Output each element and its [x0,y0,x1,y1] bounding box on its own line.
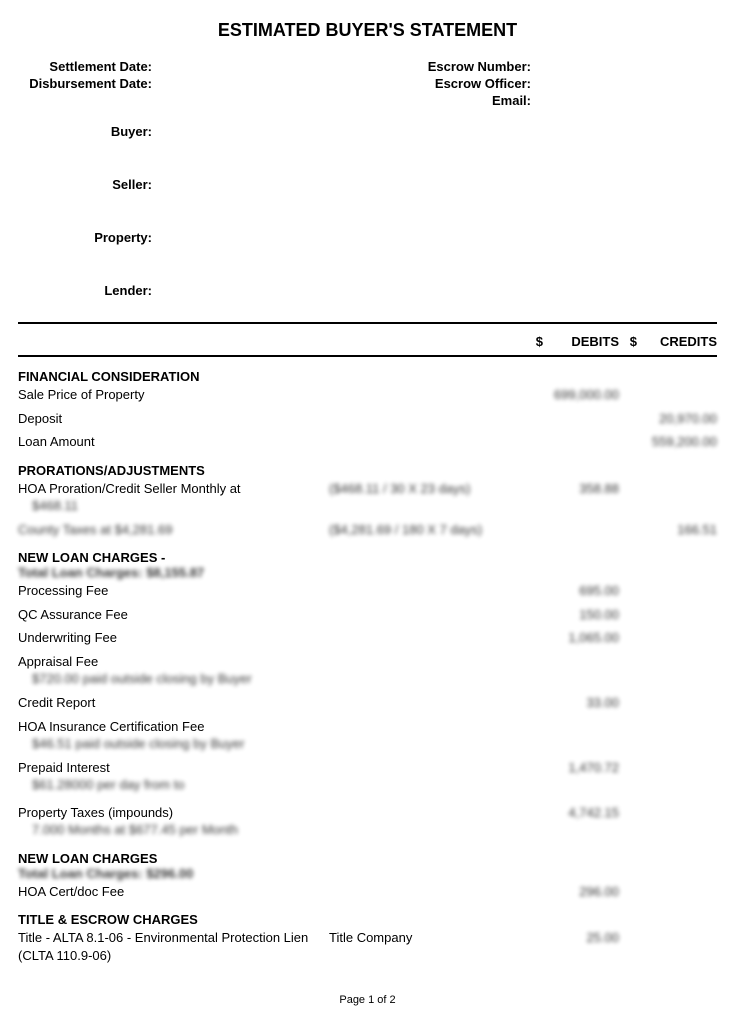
escrow-number-label: Escrow Number: [407,59,537,74]
hoa-proration-mid: ($468.11 / 30 X 23 days) [329,481,470,496]
appraisal-fee-label: Appraisal Fee [18,654,98,669]
property-taxes-sub: 7.000 Months at $677.45 per Month [32,822,238,837]
line-sale-price: Sale Price of Property 699,000.00 [18,386,717,404]
header-block: Settlement Date: Disbursement Date: Escr… [18,59,717,110]
deposit-label: Deposit [18,410,329,428]
loan-amount-credit: 559,200.00 [623,433,717,451]
hoa-cert-fee-label: HOA Cert/doc Fee [18,883,329,901]
property-label: Property: [18,230,158,245]
lender-label: Lender: [18,283,158,298]
prepaid-interest-sub: $61.28000 per day from to [32,777,185,792]
line-hoa-proration: HOA Proration/Credit Seller Monthly at $… [18,480,717,515]
underwriting-fee-label: Underwriting Fee [18,629,329,647]
county-taxes-mid: ($4,281.69 / 180 X 7 days) [329,522,482,537]
rule-under-heads [18,355,717,357]
credit-sym: $ [623,334,637,349]
county-taxes-credit: 166.51 [623,521,717,539]
line-county-taxes: County Taxes at $4,281.69 ($4,281.69 / 1… [18,521,717,539]
title-alta-debit: 25.00 [529,929,623,947]
section-new-loan-2: NEW LOAN CHARGES Total Loan Charges: $29… [18,851,717,881]
line-loan-amount: Loan Amount 559,200.00 [18,433,717,451]
line-hoa-cert-fee: HOA Cert/doc Fee 296.00 [18,883,717,901]
title-alta-mid: Title Company [329,929,529,947]
section-prorations: PRORATIONS/ADJUSTMENTS [18,463,717,478]
header-right: Escrow Number: Escrow Officer: Email: [407,59,537,110]
processing-fee-debit: 695.00 [529,582,623,600]
debits-header: DEBITS [543,334,623,349]
line-qc-fee: QC Assurance Fee 150.00 [18,606,717,624]
sale-price-label: Sale Price of Property [18,386,329,404]
page-footer: Page 1 of 2 [18,994,717,1006]
credit-report-label: Credit Report [18,694,329,712]
line-hoa-insurance: HOA Insurance Certification Fee $46.51 p… [18,718,717,753]
seller-label: Seller: [18,177,158,192]
line-prepaid-interest: Prepaid Interest $61.28000 per day from … [18,759,717,794]
email-label: Email: [407,93,537,108]
document-title: ESTIMATED BUYER'S STATEMENT [18,20,717,41]
hoa-cert-fee-debit: 296.00 [529,883,623,901]
hoa-insurance-label: HOA Insurance Certification Fee [18,719,204,734]
qc-fee-label: QC Assurance Fee [18,606,329,624]
nlc1-head1: NEW LOAN CHARGES - [18,550,717,565]
credits-header: CREDITS [637,334,717,349]
line-appraisal-fee: Appraisal Fee $720.00 paid outside closi… [18,653,717,688]
line-underwriting-fee: Underwriting Fee 1,065.00 [18,629,717,647]
line-processing-fee: Processing Fee 695.00 [18,582,717,600]
credit-report-debit: 33.00 [529,694,623,712]
hoa-proration-debit: 358.88 [529,480,623,498]
qc-fee-debit: 150.00 [529,606,623,624]
line-credit-report: Credit Report 33.00 [18,694,717,712]
buyer-label: Buyer: [18,124,158,139]
escrow-officer-label: Escrow Officer: [407,76,537,91]
settlement-date-label: Settlement Date: [18,59,158,74]
prepaid-interest-debit: 1,470.72 [529,759,623,777]
column-headers: $ DEBITS $ CREDITS [18,324,717,355]
county-taxes-label: County Taxes at $4,281.69 [18,522,172,537]
processing-fee-label: Processing Fee [18,582,329,600]
title-alta-label: Title - ALTA 8.1-06 - Environmental Prot… [18,929,329,964]
appraisal-fee-sub: $720.00 paid outside closing by Buyer [32,671,252,686]
line-deposit: Deposit 20,970.00 [18,410,717,428]
hoa-proration-label: HOA Proration/Credit Seller Monthly at [18,481,241,496]
section-new-loan-1: NEW LOAN CHARGES - Total Loan Charges: $… [18,550,717,580]
header-left: Settlement Date: Disbursement Date: [18,59,158,110]
nlc2-head2: Total Loan Charges: $296.00 [18,866,193,881]
debit-sym: $ [529,334,543,349]
property-taxes-label: Property Taxes (impounds) [18,805,173,820]
property-taxes-debit: 4,742.15 [529,804,623,822]
section-title-escrow: TITLE & ESCROW CHARGES [18,912,717,927]
line-title-alta: Title - ALTA 8.1-06 - Environmental Prot… [18,929,717,964]
nlc2-head1: NEW LOAN CHARGES [18,851,717,866]
section-financial-consideration: FINANCIAL CONSIDERATION [18,369,717,384]
deposit-credit: 20,970.00 [623,410,717,428]
line-property-taxes: Property Taxes (impounds) 7.000 Months a… [18,804,717,839]
sale-price-debit: 699,000.00 [529,386,623,404]
loan-amount-label: Loan Amount [18,433,329,451]
underwriting-fee-debit: 1,065.00 [529,629,623,647]
hoa-proration-sub: $468.11 [18,497,321,515]
hoa-insurance-sub: $46.51 paid outside closing by Buyer [32,736,244,751]
prepaid-interest-label: Prepaid Interest [18,760,110,775]
nlc1-head2: Total Loan Charges: $8,155.87 [18,565,204,580]
party-block: Buyer: Seller: Property: Lender: [18,124,717,298]
disbursement-date-label: Disbursement Date: [18,76,158,91]
